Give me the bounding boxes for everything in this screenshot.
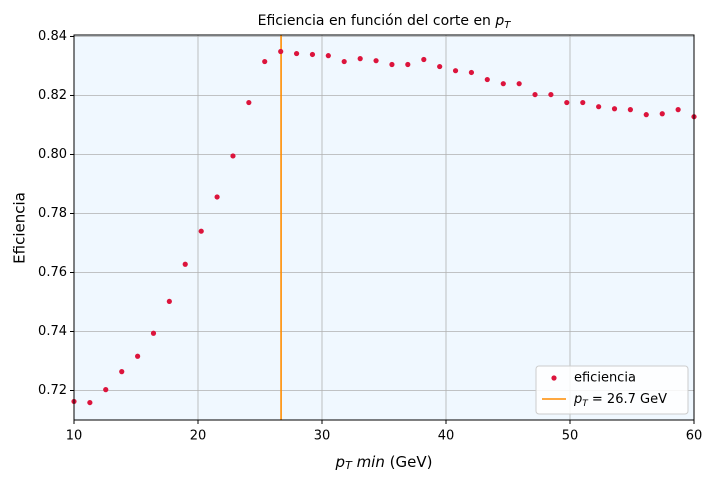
- point: [468, 69, 475, 76]
- point: [357, 56, 363, 62]
- x-tick-label: 60: [686, 429, 703, 444]
- point: [182, 261, 188, 267]
- point: [564, 99, 570, 106]
- point: [119, 369, 125, 375]
- legend-label-part: T: [582, 399, 589, 409]
- legend-label: pT = 26.7 GeV: [573, 392, 667, 409]
- point: [373, 58, 379, 64]
- y-tick-label: 0.84: [38, 29, 67, 44]
- xlabel-math: p: [335, 453, 346, 471]
- point: [548, 91, 554, 98]
- xlabel-min: min: [352, 453, 385, 471]
- legend-marker: [551, 375, 557, 381]
- point: [87, 399, 93, 406]
- y-tick-label: 0.78: [38, 206, 67, 221]
- point: [421, 56, 427, 63]
- point: [659, 111, 665, 117]
- point: [135, 353, 141, 359]
- x-tick-label: 40: [438, 429, 455, 444]
- point: [437, 63, 443, 70]
- point: [611, 106, 618, 112]
- point: [309, 51, 316, 58]
- point: [230, 153, 236, 159]
- point: [500, 81, 506, 87]
- xlabel-unit: (GeV): [385, 453, 433, 471]
- y-tick-label: 0.80: [38, 147, 67, 162]
- title-math: p: [494, 13, 504, 29]
- point: [278, 48, 284, 55]
- legend: eficiencia pT = 26.7 GeV: [535, 365, 689, 415]
- point: [596, 104, 602, 110]
- point: [643, 112, 649, 118]
- point: [262, 58, 268, 65]
- plot-background: [74, 35, 694, 420]
- legend-box: [535, 365, 689, 415]
- point: [452, 68, 459, 74]
- point: [389, 61, 395, 68]
- y-tick-label: 0.82: [38, 88, 67, 103]
- point: [246, 99, 252, 106]
- x-tick-label: 50: [562, 429, 579, 444]
- point: [627, 107, 633, 113]
- point: [675, 107, 681, 113]
- point: [293, 50, 300, 57]
- point: [532, 91, 538, 98]
- legend-label-part: = 26.7 GeV: [588, 392, 667, 407]
- point: [484, 76, 490, 83]
- y-tick-label: 0.76: [38, 265, 67, 280]
- xlabel-sub: T: [345, 459, 353, 472]
- point: [198, 228, 204, 234]
- x-tick-label: 10: [66, 429, 83, 444]
- legend-label: eficiencia: [574, 371, 636, 386]
- point: [166, 298, 172, 305]
- plot-frame: [73, 34, 695, 421]
- x-tick-label: 30: [314, 429, 331, 444]
- x-tick-label: 20: [190, 429, 207, 444]
- point: [516, 81, 522, 87]
- point: [103, 387, 109, 393]
- point: [405, 61, 411, 68]
- chart-title: Eficiencia en función del corte en pT: [258, 13, 512, 31]
- y-axis-label: Eficiencia: [11, 192, 29, 264]
- point: [580, 99, 586, 106]
- x-axis-label: pT min (GeV): [335, 453, 433, 473]
- point: [214, 194, 220, 200]
- y-tick-label: 0.74: [38, 324, 67, 339]
- title-sub: T: [504, 20, 511, 31]
- point: [341, 58, 347, 65]
- y-tick-label: 0.72: [38, 383, 67, 398]
- point: [150, 330, 157, 336]
- title-text: Eficiencia en función del corte en: [258, 13, 496, 29]
- legend-label-part: p: [573, 392, 582, 407]
- point: [325, 53, 331, 59]
